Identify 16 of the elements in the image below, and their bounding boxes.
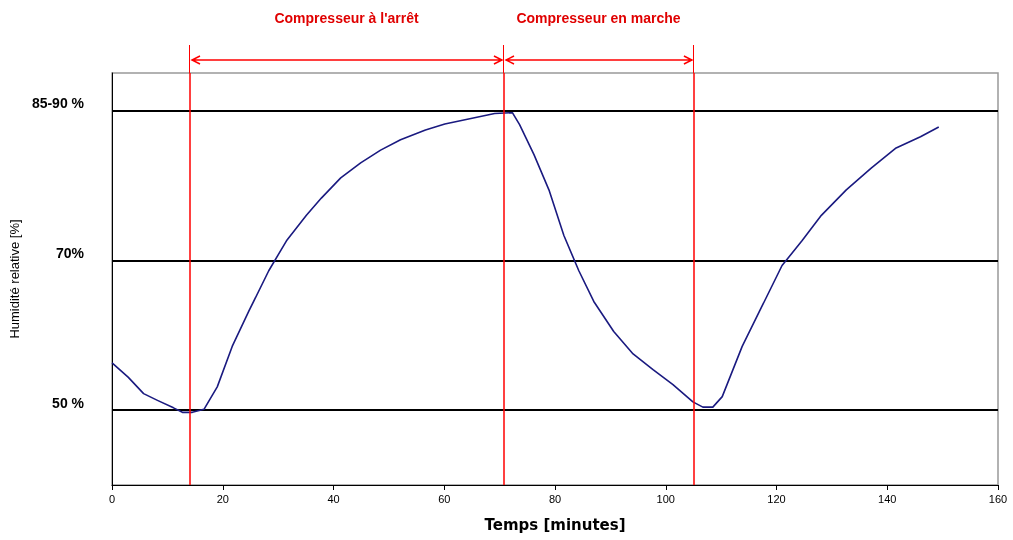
x-tick-label: 0: [108, 492, 116, 505]
y-tick-label: 50 %: [52, 395, 85, 412]
y-axis-title: Humidité relative [%]: [7, 219, 22, 339]
x-tick-label: 20: [216, 492, 229, 505]
x-tick-label: 120: [767, 492, 786, 505]
x-axis-title: Temps [minutes]: [484, 515, 626, 534]
x-tick-label: 80: [548, 492, 562, 505]
x-tick-label: 60: [438, 492, 451, 505]
y-tick-label: 85-90 %: [31, 95, 85, 112]
y-tick-label: 70%: [56, 245, 85, 262]
x-tick-label: 40: [327, 492, 340, 505]
x-tick-label: 140: [878, 492, 897, 505]
x-tick-label: 100: [656, 492, 675, 505]
text: Compresseur à l'arrêt: [274, 10, 419, 26]
text: Compresseur en marche: [516, 10, 681, 26]
x-tick-label: 160: [988, 492, 1008, 505]
